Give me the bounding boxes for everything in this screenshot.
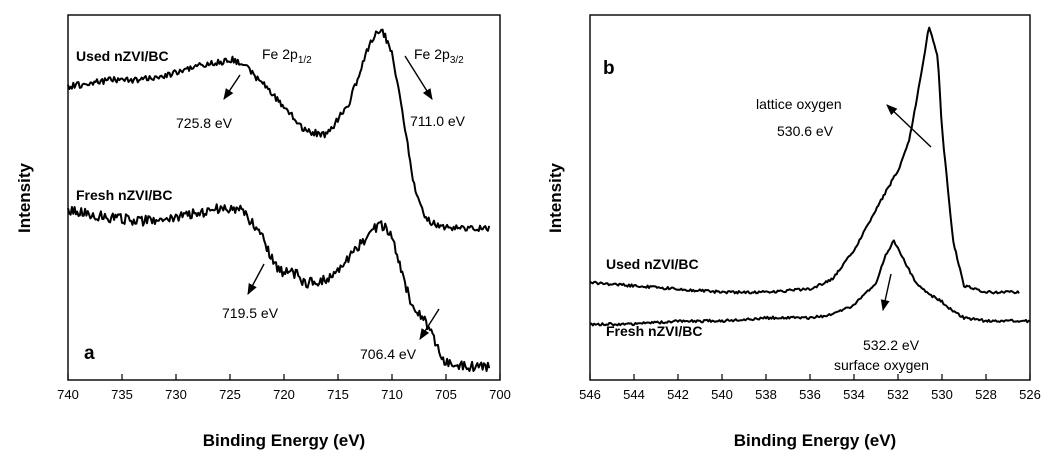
x-tick-label: 536 bbox=[799, 387, 821, 402]
panel-a-legend-fresh: Fresh nZVI/BC bbox=[76, 187, 172, 203]
annotation-711-0: 711.0 eV bbox=[410, 113, 466, 129]
peak-label-fe-2p-three-half: Fe 2p3/2 bbox=[414, 46, 464, 66]
panel-b-series-fresh bbox=[590, 239, 1031, 327]
arrow-lattice-oxygen bbox=[886, 104, 932, 148]
arrow-706-4 bbox=[419, 308, 440, 340]
x-tick-label: 546 bbox=[579, 387, 601, 402]
x-tick-label: 538 bbox=[755, 387, 777, 402]
x-tick-label: 725 bbox=[219, 387, 241, 402]
x-tick-label: 730 bbox=[165, 387, 187, 402]
panel-b-x-axis-title: Binding Energy (eV) bbox=[734, 431, 896, 450]
annotation-530-6: 530.6 eV bbox=[777, 123, 834, 139]
annotation-719-5: 719.5 eV bbox=[222, 305, 279, 321]
panel-b-legend-used: Used nZVI/BC bbox=[606, 256, 699, 272]
x-tick-label: 528 bbox=[975, 387, 997, 402]
annotation-706-4: 706.4 eV bbox=[360, 346, 417, 362]
arrow-719-5 bbox=[247, 263, 265, 295]
panel-b-legend-fresh: Fresh nZVI/BC bbox=[606, 323, 702, 339]
chart-panel-a: 740 735 730 725 720 715 710 705 700 Used nZVI/BC… bbox=[15, 14, 511, 450]
arrow-711-0 bbox=[404, 55, 433, 100]
x-tick-label: 700 bbox=[489, 387, 511, 402]
panel-a-series-used bbox=[67, 28, 491, 232]
annotation-surface-oxygen: surface oxygen bbox=[834, 357, 929, 373]
x-tick-label: 532 bbox=[887, 387, 909, 402]
x-tick-label: 526 bbox=[1019, 387, 1041, 402]
x-tick-label: 735 bbox=[111, 387, 133, 402]
x-tick-label: 540 bbox=[711, 387, 733, 402]
chart-panel-b: 546 544 542 540 538 536 534 532 530 528 526 b Used… bbox=[546, 14, 1041, 450]
x-tick-label: 530 bbox=[931, 387, 953, 402]
panel-b-x-ticks: 546 544 542 540 538 536 534 532 530 528 526 bbox=[579, 374, 1041, 402]
x-tick-label: 534 bbox=[843, 387, 865, 402]
peak-label-fe-2p-half: Fe 2p1/2 bbox=[262, 46, 312, 66]
x-tick-label: 740 bbox=[57, 387, 79, 402]
panel-b-series-used bbox=[589, 26, 1020, 295]
x-tick-label: 710 bbox=[381, 387, 403, 402]
annotation-lattice-oxygen: lattice oxygen bbox=[756, 96, 842, 112]
panel-b-letter: b bbox=[603, 58, 615, 79]
panel-a-y-axis-title: Intensity bbox=[15, 163, 34, 233]
x-tick-label: 715 bbox=[327, 387, 349, 402]
panel-b-y-axis-title: Intensity bbox=[546, 163, 565, 233]
panel-a-series-fresh bbox=[67, 203, 491, 372]
panel-a-x-axis-title: Binding Energy (eV) bbox=[203, 431, 365, 450]
x-tick-label: 705 bbox=[435, 387, 457, 402]
panel-a-letter: a bbox=[84, 343, 95, 364]
panel-a-x-ticks: 740 735 730 725 720 715 710 705 700 bbox=[57, 374, 511, 402]
arrow-725-8 bbox=[223, 74, 241, 100]
x-tick-label: 542 bbox=[667, 387, 689, 402]
x-tick-label: 720 bbox=[273, 387, 295, 402]
panel-a-legend-used: Used nZVI/BC bbox=[76, 48, 169, 64]
annotation-725-8: 725.8 eV bbox=[176, 115, 233, 131]
x-tick-label: 544 bbox=[623, 387, 645, 402]
annotation-532-2: 532.2 eV bbox=[863, 337, 920, 353]
arrow-surface-oxygen bbox=[880, 273, 892, 312]
